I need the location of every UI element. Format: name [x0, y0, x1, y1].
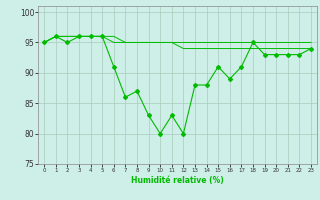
- X-axis label: Humidité relative (%): Humidité relative (%): [131, 176, 224, 185]
